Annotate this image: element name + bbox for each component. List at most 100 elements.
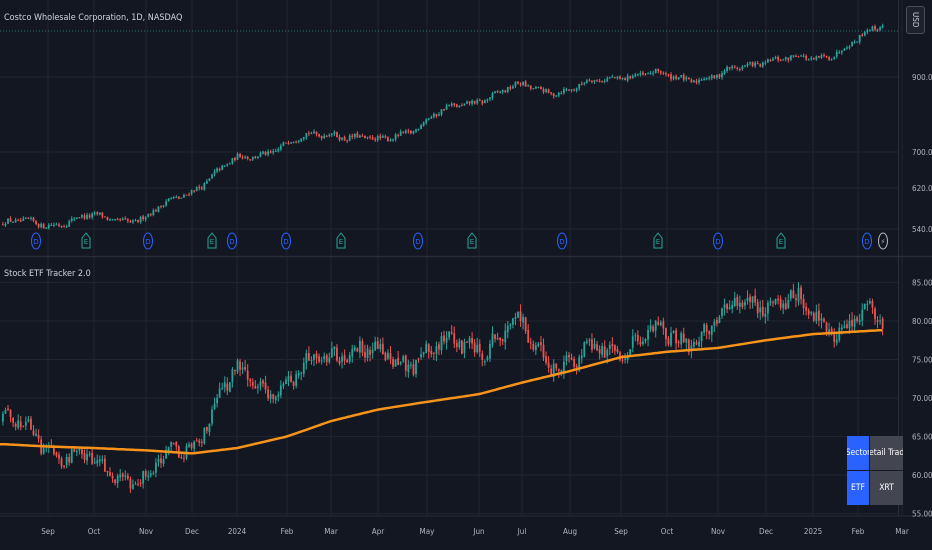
candle-body bbox=[384, 352, 387, 361]
candle-body bbox=[578, 84, 581, 89]
candle-body bbox=[216, 168, 218, 172]
candle-body bbox=[257, 156, 259, 158]
dividend-marker-icon[interactable]: D bbox=[557, 232, 567, 250]
candle-body bbox=[438, 114, 440, 116]
candle-body bbox=[132, 220, 134, 223]
candle-body bbox=[795, 55, 797, 57]
candle-body bbox=[756, 301, 759, 314]
candle-body bbox=[351, 135, 354, 138]
candle-body bbox=[769, 301, 772, 304]
candle-body bbox=[802, 298, 805, 309]
candle-body bbox=[552, 93, 555, 97]
dividend-marker-icon[interactable]: D bbox=[413, 232, 423, 250]
candle-body bbox=[863, 32, 866, 36]
time-tick-label: Nov bbox=[711, 527, 726, 536]
candle-body bbox=[269, 151, 272, 153]
candle-body bbox=[63, 226, 65, 228]
candle-body bbox=[190, 190, 193, 195]
candle-body bbox=[777, 298, 779, 301]
indicator-title[interactable]: Stock ETF Tracker 2.0 bbox=[4, 269, 91, 279]
earnings-marker-icon[interactable]: E bbox=[207, 232, 217, 249]
candle-body bbox=[517, 311, 519, 318]
candle-body bbox=[779, 59, 782, 61]
candle-body bbox=[381, 136, 384, 138]
candle-body bbox=[774, 57, 777, 59]
candle-body bbox=[60, 226, 63, 228]
candle-body bbox=[264, 382, 267, 390]
candle-body bbox=[626, 355, 629, 361]
candle-body bbox=[708, 331, 711, 335]
candle-body bbox=[70, 449, 73, 463]
candle-body bbox=[14, 219, 17, 223]
candle-body bbox=[244, 366, 247, 370]
earnings-marker-icon[interactable]: E bbox=[336, 232, 346, 249]
candle-body bbox=[305, 353, 308, 363]
candle-body bbox=[486, 99, 489, 101]
candle-body bbox=[789, 290, 792, 299]
candle-body bbox=[445, 105, 448, 110]
dividend-marker-icon[interactable]: D bbox=[713, 232, 723, 250]
dividend-marker-icon[interactable]: D bbox=[143, 232, 153, 250]
candle-body bbox=[810, 58, 813, 60]
candle-body bbox=[800, 55, 802, 57]
candle-body bbox=[767, 302, 769, 314]
dividend-marker-icon[interactable]: D bbox=[862, 232, 872, 250]
candle-body bbox=[728, 66, 731, 69]
time-tick-label: Jul bbox=[517, 527, 527, 536]
candle-body bbox=[647, 329, 649, 340]
split-marker-icon[interactable]: ⚡ bbox=[878, 232, 888, 250]
candle-body bbox=[188, 194, 190, 196]
candle-body bbox=[430, 350, 433, 355]
candle-body bbox=[455, 104, 458, 108]
candle-body bbox=[129, 220, 132, 223]
candle-body bbox=[241, 157, 244, 159]
earnings-marker-icon[interactable]: E bbox=[81, 232, 91, 249]
candle-body bbox=[116, 476, 119, 484]
dividend-marker-icon[interactable]: D bbox=[227, 232, 237, 250]
candle-body bbox=[524, 81, 527, 87]
candle-body bbox=[494, 334, 496, 339]
candle-body bbox=[879, 320, 881, 322]
candle-body bbox=[27, 217, 30, 219]
candle-body bbox=[167, 198, 170, 202]
candle-body bbox=[631, 336, 634, 348]
earnings-marker-icon[interactable]: E bbox=[653, 232, 663, 249]
candle-body bbox=[53, 224, 55, 226]
candle-body bbox=[805, 55, 808, 60]
candle-body bbox=[787, 300, 790, 308]
indicator-axis: 85.00 80.00 75.00 70.00 65.00 60.00 55.00 bbox=[912, 279, 932, 519]
candle-body bbox=[203, 183, 206, 190]
candle-body bbox=[751, 296, 754, 303]
candle-body bbox=[60, 458, 63, 467]
symbol-title[interactable]: Costco Wholesale Corporation, 1D, NASDAQ bbox=[4, 13, 183, 23]
candle-body bbox=[659, 71, 662, 73]
candle-body bbox=[710, 75, 713, 79]
candle-body bbox=[330, 133, 333, 135]
candle-body bbox=[680, 75, 683, 77]
candle-body bbox=[211, 409, 213, 424]
candle-body bbox=[142, 216, 145, 220]
candle-body bbox=[578, 357, 581, 371]
candle-body bbox=[619, 76, 621, 79]
currency-button[interactable]: USD bbox=[906, 6, 925, 34]
candle-body bbox=[772, 58, 774, 61]
candle-body bbox=[501, 339, 504, 341]
candle-body bbox=[144, 471, 147, 477]
earnings-marker-icon[interactable]: E bbox=[467, 232, 477, 249]
candle-body bbox=[139, 482, 142, 484]
time-tick-label: 2025 bbox=[804, 527, 822, 536]
dividend-marker-icon[interactable]: D bbox=[281, 232, 291, 250]
candle-body bbox=[129, 479, 132, 489]
candle-body bbox=[343, 137, 346, 141]
candle-body bbox=[325, 354, 328, 363]
earnings-marker-icon[interactable]: E bbox=[776, 232, 786, 249]
candle-body bbox=[221, 165, 224, 170]
candle-body bbox=[106, 216, 109, 221]
candle-body bbox=[162, 459, 165, 464]
candle-body bbox=[313, 131, 315, 133]
candle-body bbox=[644, 74, 647, 76]
candle-body bbox=[522, 81, 524, 85]
dividend-marker-icon[interactable]: D bbox=[31, 232, 41, 250]
candle-body bbox=[101, 459, 104, 461]
candle-body bbox=[636, 335, 639, 342]
